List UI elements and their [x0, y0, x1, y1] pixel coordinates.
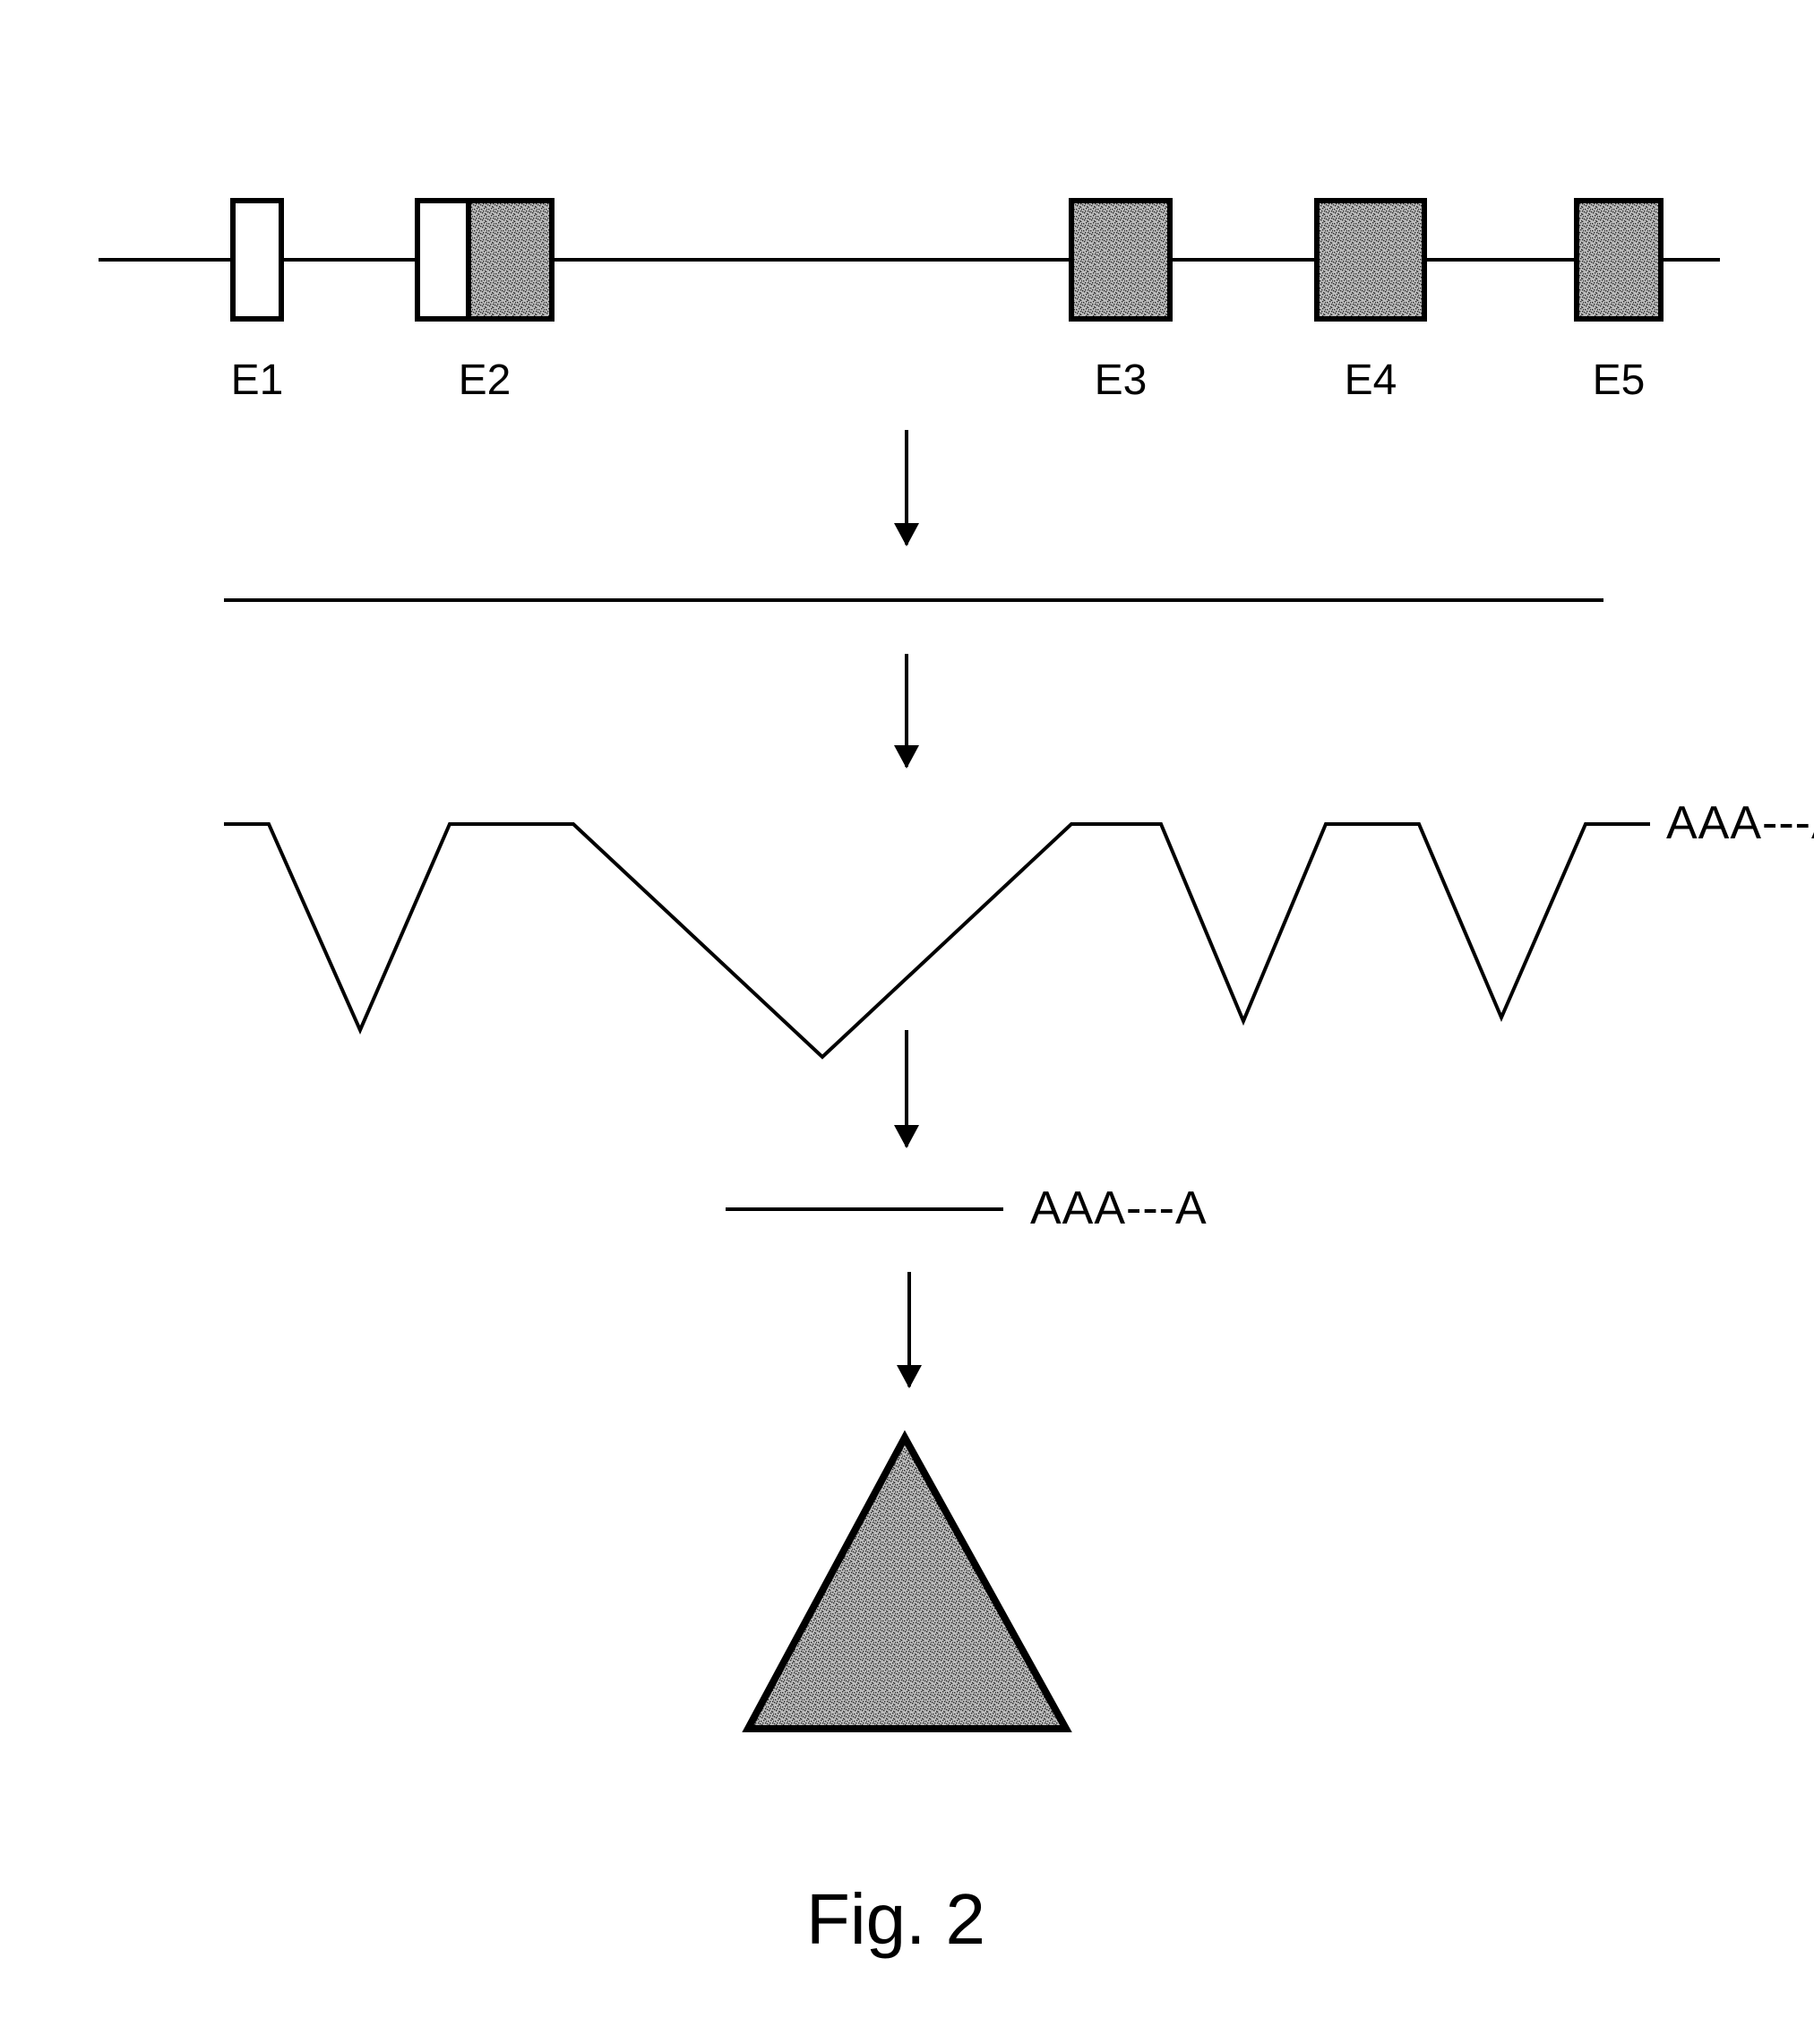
arrow-2	[894, 654, 919, 769]
exon-label-e5: E5	[1593, 356, 1646, 404]
arrow-3	[894, 1030, 919, 1148]
exon-e3: E3	[1071, 201, 1170, 404]
protein-triangle	[748, 1438, 1066, 1729]
arrow-1	[894, 430, 919, 546]
exon-e4: E4	[1317, 201, 1424, 404]
exon-e5: E5	[1577, 201, 1661, 404]
exon-label-e1: E1	[231, 356, 284, 404]
poly-a-tail-mrna: AAA---A	[1030, 1182, 1208, 1234]
genomic-dna: E1 E2 E3 E4 E5	[99, 201, 1720, 404]
poly-a-tail-splice: AAA---A	[1666, 797, 1814, 849]
arrow-4	[897, 1272, 922, 1388]
exon-e1: E1	[231, 201, 284, 404]
splicing-diagram	[224, 824, 1650, 1057]
figure-caption: Fig. 2	[806, 1879, 985, 1959]
exon-e2: E2	[417, 201, 552, 404]
exon-label-e2: E2	[459, 356, 512, 404]
exon-label-e3: E3	[1095, 356, 1148, 404]
exon-label-e4: E4	[1345, 356, 1397, 404]
